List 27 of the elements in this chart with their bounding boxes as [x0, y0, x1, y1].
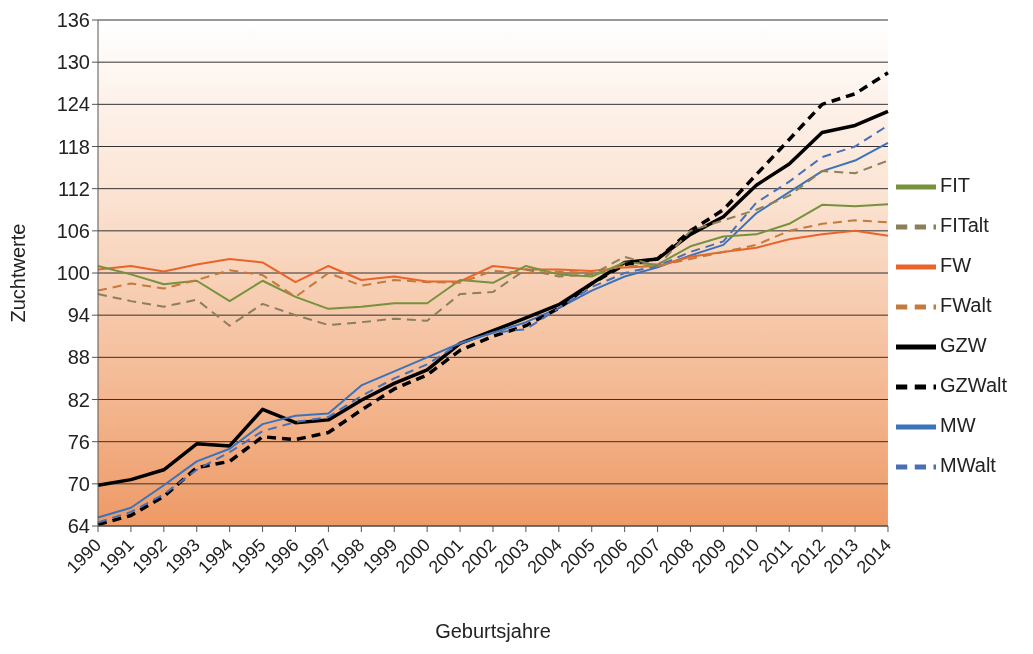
legend-label: FITalt — [939, 214, 989, 237]
y-tick-label: 88 — [67, 346, 90, 369]
legend-label: MW — [939, 414, 976, 437]
legend-label: FW — [939, 254, 972, 277]
legend-label: GZWalt — [939, 374, 1007, 397]
y-tick-label: 70 — [67, 472, 90, 495]
y-tick-label: 118 — [58, 135, 90, 158]
line-series — [97, 159, 889, 327]
y-tick-label: 76 — [67, 430, 90, 453]
y-tick-label: 94 — [67, 304, 90, 327]
y-tick-label: 100 — [56, 262, 90, 285]
y-tick-label: 124 — [56, 93, 90, 116]
y-tick-label: 106 — [56, 219, 90, 242]
legend-label: FWalt — [939, 294, 992, 317]
y-tick-label: 82 — [67, 388, 90, 411]
legend-label: FIT — [939, 174, 970, 197]
y-tick-label: 112 — [58, 177, 90, 200]
y-tick-label: 136 — [56, 9, 90, 32]
line-series — [97, 219, 889, 298]
line-series — [97, 203, 889, 310]
y-tick-label: 64 — [67, 515, 90, 538]
y-tick-label: 130 — [56, 51, 90, 74]
legend-label: MWalt — [939, 454, 996, 477]
x-axis-title: Geburtsjahre — [435, 620, 551, 642]
legend-label: GZW — [939, 334, 987, 357]
line-series — [97, 229, 889, 284]
y-axis-title: Zuchtwerte — [7, 223, 30, 323]
